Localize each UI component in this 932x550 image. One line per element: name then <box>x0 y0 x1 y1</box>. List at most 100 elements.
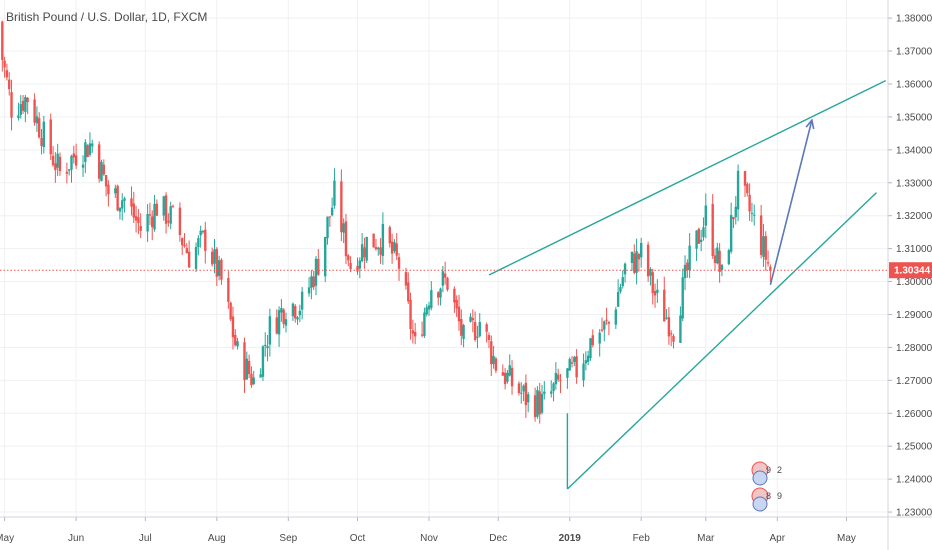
candle-body <box>229 302 232 320</box>
candle-body <box>471 318 475 321</box>
candle-body <box>746 184 749 194</box>
event-marker-label: 8 <box>766 491 771 501</box>
candle-body <box>614 309 618 325</box>
candle-body <box>492 355 495 365</box>
candle-body <box>485 324 488 332</box>
y-tick-label: 1.38000 <box>896 14 932 25</box>
candle-body <box>360 244 364 262</box>
candle-body <box>100 161 103 182</box>
event-marker-label: 2 <box>777 465 782 475</box>
y-tick-label: 1.26000 <box>896 409 932 420</box>
candle-body <box>439 288 442 298</box>
candle-body <box>720 264 724 271</box>
candle-body <box>718 250 721 273</box>
current-price-label: 1.30344 <box>894 266 931 277</box>
candle-body <box>294 306 297 319</box>
candle-body <box>582 363 585 381</box>
candle-body <box>430 290 433 308</box>
candle-body <box>640 242 643 258</box>
candle-body <box>503 372 507 385</box>
candle-body <box>236 341 239 347</box>
candle-body <box>185 248 189 254</box>
candle-body <box>478 322 481 337</box>
candle-body <box>187 251 191 268</box>
x-tick-label: May <box>837 533 856 544</box>
candle-body <box>769 266 772 271</box>
candle-body <box>234 334 237 346</box>
x-tick-label: Sep <box>279 533 297 544</box>
candle-body <box>616 291 620 307</box>
trendline-lower-channel <box>566 192 877 490</box>
candle-body <box>533 395 537 418</box>
candle-body <box>102 164 105 175</box>
candle-body <box>21 100 25 111</box>
candle-body <box>365 236 368 261</box>
candle-body <box>446 277 449 290</box>
x-tick-label: 2019 <box>559 533 582 544</box>
candle-body <box>605 319 608 321</box>
candle-body <box>118 207 122 212</box>
candle-body <box>667 317 671 337</box>
candle-body <box>575 356 578 378</box>
candle-body <box>711 203 714 256</box>
candle-body <box>183 244 186 247</box>
candle-body <box>250 373 253 386</box>
candle-body <box>559 380 562 382</box>
candle-body <box>702 227 705 238</box>
candle-body <box>342 223 345 233</box>
y-tick-label: 1.35000 <box>896 112 932 123</box>
candle-body <box>8 79 11 90</box>
candle-body <box>683 264 687 279</box>
candle-body <box>420 334 424 336</box>
candle-body <box>508 365 511 376</box>
candle-body <box>699 239 703 243</box>
candle-body <box>764 236 767 260</box>
candle-body <box>330 207 334 216</box>
candle-body <box>732 216 735 220</box>
projection-arrow-line <box>769 119 813 286</box>
candle-body <box>227 278 230 302</box>
candle-body <box>538 391 541 415</box>
candle-body <box>536 390 539 417</box>
candle-body <box>155 203 159 216</box>
candle-body <box>153 203 156 230</box>
candle-body <box>137 217 140 224</box>
x-tick-label: Apr <box>770 533 786 544</box>
candle-body <box>217 260 221 276</box>
y-tick-label: 1.32000 <box>896 211 932 222</box>
candle-body <box>695 230 698 249</box>
candle-body <box>653 291 657 296</box>
x-tick-label: Oct <box>350 533 366 544</box>
candle-body <box>487 335 491 340</box>
candle-body <box>65 171 69 174</box>
candle-body <box>333 180 336 206</box>
candle-body <box>679 315 682 343</box>
candle-body <box>358 260 362 269</box>
candle-body <box>199 230 202 236</box>
candle-body <box>411 330 415 334</box>
candle-body <box>506 372 509 382</box>
candle-body <box>231 316 235 338</box>
candle-body <box>681 277 684 319</box>
candle-body <box>164 195 168 224</box>
candle-body <box>390 241 394 254</box>
candle-body <box>17 115 20 119</box>
candle-body <box>204 229 207 251</box>
y-tick-label: 1.28000 <box>896 343 932 354</box>
candle-body <box>766 262 770 264</box>
x-tick-label: Aug <box>208 533 226 544</box>
candle-body <box>372 233 375 248</box>
candle-body <box>70 155 73 170</box>
candle-body <box>672 335 675 342</box>
candle-body <box>736 170 740 210</box>
candle-body <box>307 287 311 294</box>
candle-body <box>716 247 719 264</box>
candle-body <box>686 262 689 270</box>
candle-body <box>38 118 41 138</box>
candle-body <box>374 246 378 250</box>
candle-body <box>197 238 200 247</box>
candle-body <box>123 198 126 201</box>
y-tick-label: 1.27000 <box>896 376 932 387</box>
event-marker-label: 9 <box>766 465 771 475</box>
candle-body <box>201 231 205 233</box>
